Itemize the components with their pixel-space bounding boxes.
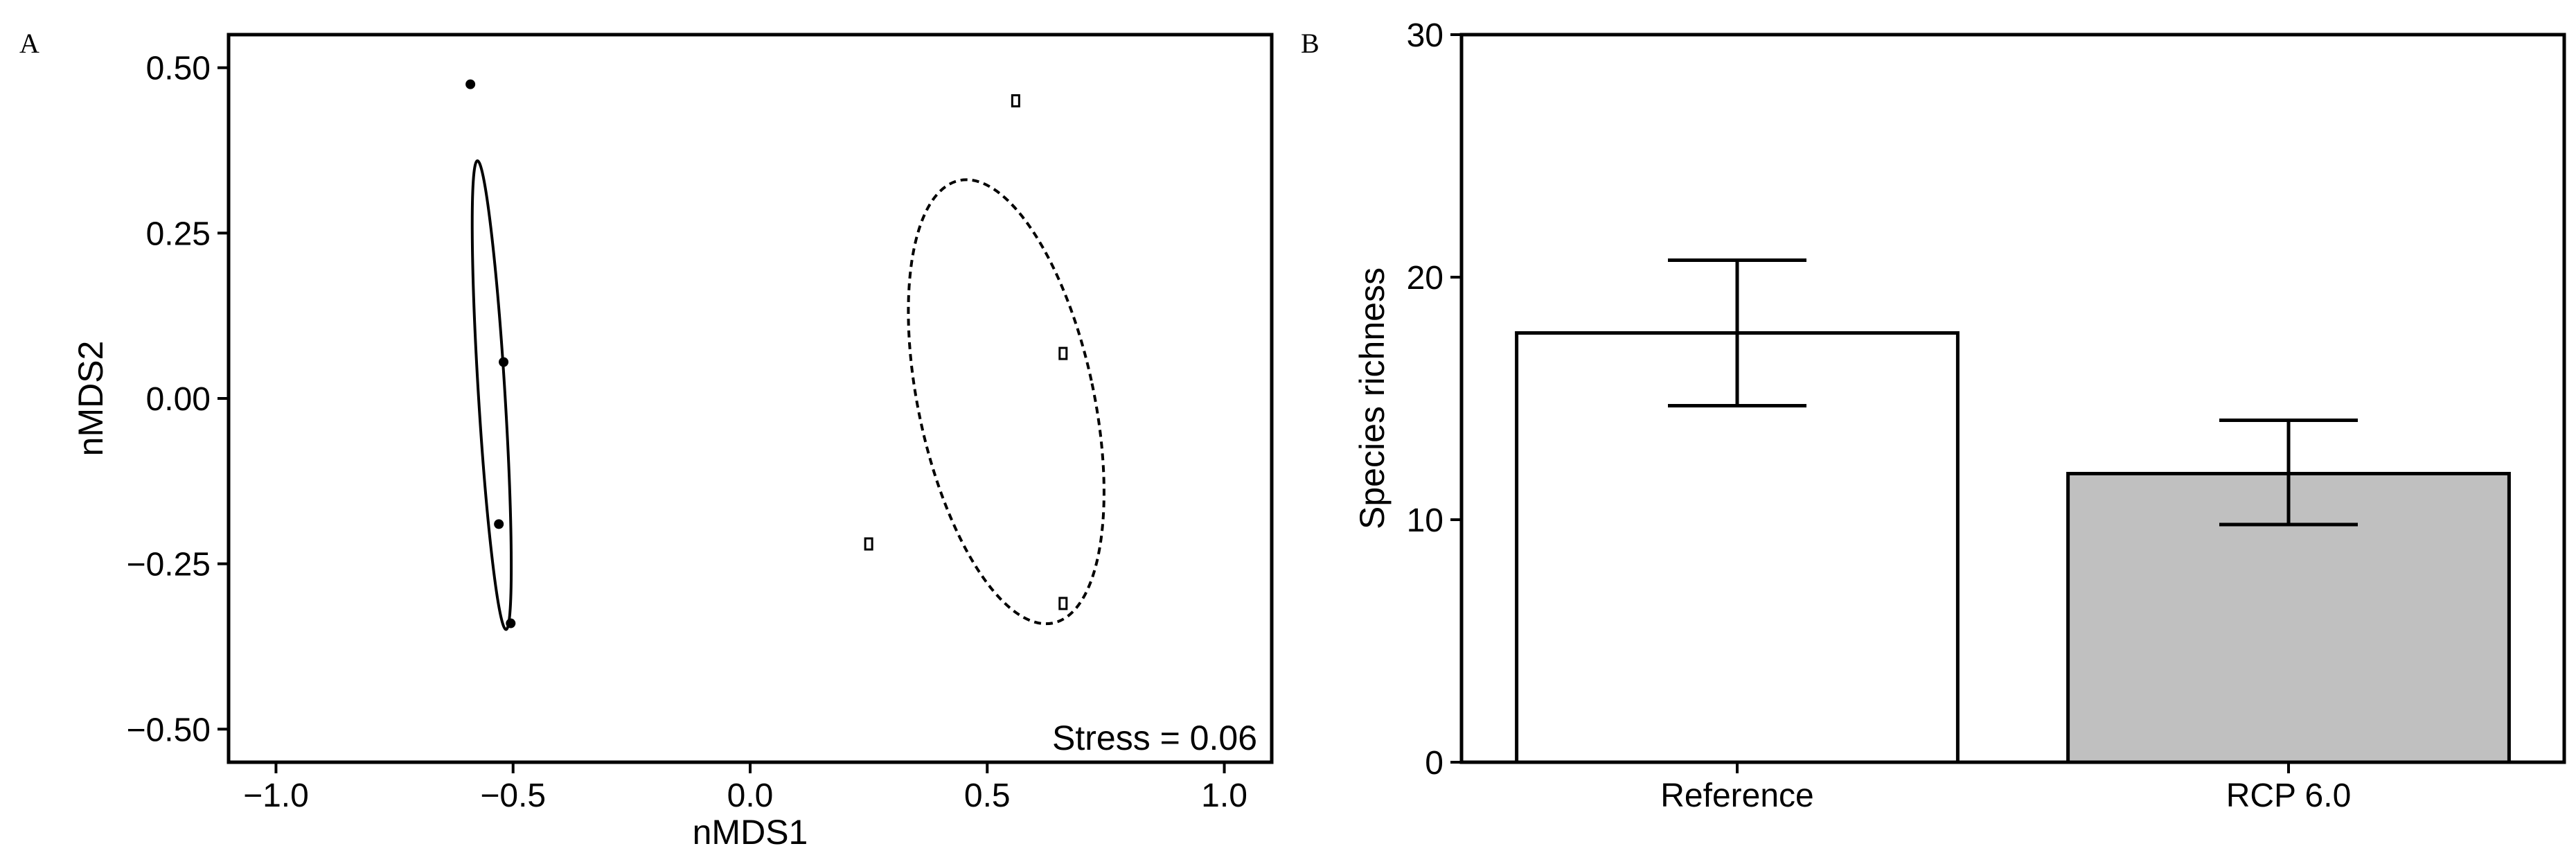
point-square: [864, 537, 873, 551]
point-square: [1011, 94, 1020, 107]
panel-b-bars: [1515, 331, 2511, 764]
y-tick-label: 0: [1425, 745, 1444, 782]
y-tick-label: 30: [1407, 17, 1444, 54]
x-tick-label: −0.5: [480, 777, 546, 814]
panel-a: A −1.0 −0.5 0.0 0.5 1.0 0.50 0.25 0.00 −0.25 −0.5…: [19, 28, 1274, 852]
point-circle: [465, 79, 476, 89]
y-tick-label: 20: [1407, 260, 1444, 297]
x-tick-label: 0.5: [964, 777, 1011, 814]
x-tick-label: 0.0: [727, 777, 774, 814]
panel-b-label: B: [1301, 28, 1320, 59]
point-square: [1058, 597, 1068, 610]
y-tick-label: 10: [1407, 502, 1444, 539]
y-tick-label: −0.50: [127, 712, 211, 748]
x-tick-label: −1.0: [243, 777, 309, 814]
point-square: [1058, 346, 1068, 360]
panel-b-frame: [1459, 33, 2566, 764]
y-tick-label: 0.25: [146, 216, 211, 252]
x-tick-label: 1.0: [1201, 777, 1247, 814]
panel-a-frame: [226, 33, 1274, 764]
panel-a-x-axis-title: nMDS1: [693, 813, 808, 852]
panel-a-ticks: −1.0 −0.5 0.0 0.5 1.0 0.50 0.25 0.00 −0.25 −0.50: [127, 51, 1247, 814]
x-tick-label: RCP 6.0: [2226, 777, 2352, 814]
y-tick-label: −0.25: [127, 547, 211, 583]
y-tick-label: 0.00: [146, 381, 211, 418]
point-circle: [499, 357, 509, 367]
x-tick-label: Reference: [1660, 777, 1813, 814]
point-circle: [506, 618, 516, 628]
panel-b-ticks: 0 10 20 30 Reference RCP 6.0: [1407, 17, 2352, 814]
y-tick-label: 0.50: [146, 51, 211, 87]
panel-a-ellipses: [470, 159, 1105, 631]
stress-annotation: Stress = 0.06: [1052, 719, 1257, 757]
panel-a-y-axis-title: nMDS2: [71, 341, 110, 457]
group-2-ellipse: [907, 178, 1105, 626]
panel-a-points: [465, 79, 1068, 628]
panel-b: B 0 10 20 30 Reference RCP 6.0 Species richne…: [1301, 17, 2566, 814]
panel-a-label: A: [19, 28, 39, 59]
point-circle: [494, 519, 504, 529]
panel-b-error-bars: [1668, 258, 2358, 527]
group-1-ellipse: [470, 159, 513, 631]
panel-b-y-axis-title: Species richness: [1353, 267, 1392, 529]
